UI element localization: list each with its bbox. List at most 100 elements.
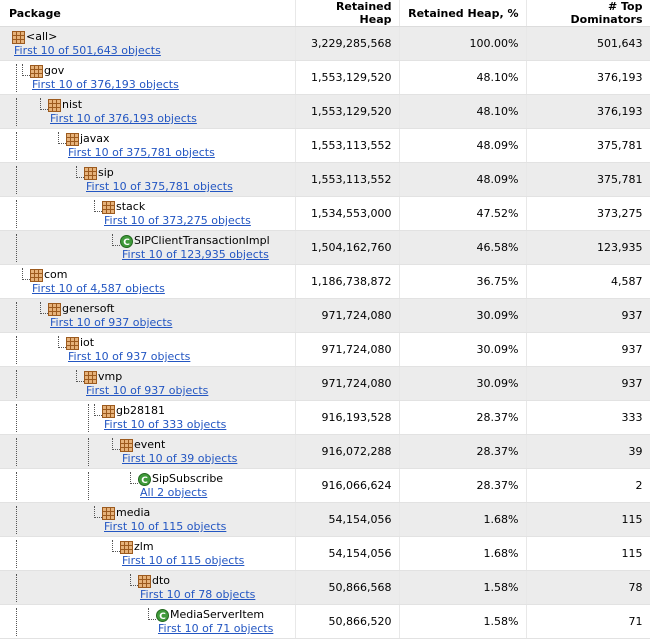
top-dominators-cell: 2	[526, 468, 650, 503]
package-name[interactable]: MediaServerItem	[170, 608, 265, 621]
retained-heap-percent-cell: 1.58%	[399, 570, 527, 605]
table-row[interactable]: <all> First 10 of 501,643 objects 3,229,…	[0, 26, 650, 61]
tree-node: event First 10 of 39 objects	[0, 435, 295, 468]
table-row[interactable]: zlm First 10 of 115 objects 54,154,056 1…	[0, 536, 650, 571]
package-cell: stack First 10 of 373,275 objects	[0, 196, 296, 231]
objects-link[interactable]: First 10 of 115 objects	[104, 520, 227, 533]
objects-link[interactable]: First 10 of 376,193 objects	[50, 112, 197, 125]
class-icon: C	[138, 473, 151, 486]
objects-link[interactable]: First 10 of 39 objects	[122, 452, 238, 465]
table-row[interactable]: sip First 10 of 375,781 objects 1,553,11…	[0, 162, 650, 197]
column-header-top-dominators[interactable]: # Top Dominators	[526, 0, 650, 27]
package-name[interactable]: SIPClientTransactionImpl	[134, 234, 270, 247]
objects-link[interactable]: First 10 of 937 objects	[50, 316, 173, 329]
tree-node: iot First 10 of 937 objects	[0, 333, 295, 366]
package-name[interactable]: dto	[152, 574, 171, 587]
package-name[interactable]: media	[116, 506, 151, 519]
table-row[interactable]: event First 10 of 39 objects 916,072,288…	[0, 434, 650, 469]
package-name[interactable]: com	[44, 268, 68, 281]
package-name[interactable]: SipSubscribe	[152, 472, 224, 485]
top-dominators-cell: 115	[526, 502, 650, 537]
table-row[interactable]: stack First 10 of 373,275 objects 1,534,…	[0, 196, 650, 231]
retained-heap-cell: 1,553,129,520	[295, 60, 400, 95]
tree-node: gov First 10 of 376,193 objects	[0, 61, 295, 94]
tree-connector	[76, 166, 84, 178]
retained-heap-percent-cell: 1.58%	[399, 604, 527, 639]
package-icon	[48, 303, 61, 316]
package-name[interactable]: sip	[98, 166, 114, 179]
table-row[interactable]: gov First 10 of 376,193 objects 1,553,12…	[0, 60, 650, 95]
objects-link[interactable]: First 10 of 375,781 objects	[86, 180, 233, 193]
column-header-package[interactable]: Package	[0, 0, 296, 27]
package-name[interactable]: nist	[62, 98, 83, 111]
retained-heap-cell: 50,866,520	[295, 604, 400, 639]
table-row[interactable]: media First 10 of 115 objects 54,154,056…	[0, 502, 650, 537]
table-body: <all> First 10 of 501,643 objects 3,229,…	[0, 26, 650, 639]
retained-heap-percent-cell: 30.09%	[399, 366, 527, 401]
retained-heap-cell: 971,724,080	[295, 298, 400, 333]
package-name[interactable]: genersoft	[62, 302, 115, 315]
package-name[interactable]: gov	[44, 64, 65, 77]
table-header: Package Retained Heap Retained Heap, % #…	[0, 0, 650, 27]
package-name[interactable]: iot	[80, 336, 95, 349]
table-row[interactable]: com First 10 of 4,587 objects 1,186,738,…	[0, 264, 650, 299]
retained-heap-cell: 916,066,624	[295, 468, 400, 503]
package-cell: genersoft First 10 of 937 objects	[0, 298, 296, 333]
tree-connector	[112, 540, 120, 552]
column-header-retained-heap[interactable]: Retained Heap	[295, 0, 400, 27]
package-cell: C MediaServerItem First 10 of 71 objects	[0, 604, 296, 639]
top-dominators-cell: 333	[526, 400, 650, 435]
objects-link[interactable]: First 10 of 937 objects	[86, 384, 209, 397]
objects-link[interactable]: All 2 objects	[140, 486, 208, 499]
tree-connector	[40, 98, 48, 110]
retained-heap-percent-cell: 28.37%	[399, 468, 527, 503]
package-cell: media First 10 of 115 objects	[0, 502, 296, 537]
objects-link[interactable]: First 10 of 376,193 objects	[32, 78, 179, 91]
objects-link[interactable]: First 10 of 373,275 objects	[104, 214, 251, 227]
tree-guide-line	[16, 234, 17, 262]
table-row[interactable]: C MediaServerItem First 10 of 71 objects…	[0, 604, 650, 639]
table-row[interactable]: C SIPClientTransactionImpl First 10 of 1…	[0, 230, 650, 265]
table-row[interactable]: javax First 10 of 375,781 objects 1,553,…	[0, 128, 650, 163]
tree-node: genersoft First 10 of 937 objects	[0, 299, 295, 332]
table-row[interactable]: gb28181 First 10 of 333 objects 916,193,…	[0, 400, 650, 435]
objects-link[interactable]: First 10 of 375,781 objects	[68, 146, 215, 159]
table-row[interactable]: dto First 10 of 78 objects 50,866,568 1.…	[0, 570, 650, 605]
package-name[interactable]: javax	[80, 132, 110, 145]
column-header-retained-heap-percent[interactable]: Retained Heap, %	[399, 0, 527, 27]
tree-guide-line	[16, 438, 17, 466]
objects-link[interactable]: First 10 of 123,935 objects	[122, 248, 269, 261]
top-dominators-cell: 4,587	[526, 264, 650, 299]
table-row[interactable]: iot First 10 of 937 objects 971,724,080 …	[0, 332, 650, 367]
retained-heap-percent-cell: 28.37%	[399, 400, 527, 435]
package-name[interactable]: stack	[116, 200, 146, 213]
package-name[interactable]: <all>	[26, 30, 58, 43]
objects-link[interactable]: First 10 of 4,587 objects	[32, 282, 165, 295]
objects-link[interactable]: First 10 of 333 objects	[104, 418, 227, 431]
objects-link[interactable]: First 10 of 78 objects	[140, 588, 256, 601]
tree-node: nist First 10 of 376,193 objects	[0, 95, 295, 128]
tree-guide-line	[88, 438, 89, 466]
objects-link[interactable]: First 10 of 115 objects	[122, 554, 245, 567]
package-name[interactable]: vmp	[98, 370, 123, 383]
table-row[interactable]: nist First 10 of 376,193 objects 1,553,1…	[0, 94, 650, 129]
top-dominators-cell: 937	[526, 298, 650, 333]
package-icon	[66, 133, 79, 146]
package-name[interactable]: gb28181	[116, 404, 165, 417]
retained-heap-percent-cell: 30.09%	[399, 298, 527, 333]
objects-link[interactable]: First 10 of 71 objects	[158, 622, 274, 635]
package-name[interactable]: event	[134, 438, 166, 451]
table-row[interactable]: C SipSubscribe All 2 objects 916,066,624…	[0, 468, 650, 503]
table-row[interactable]: vmp First 10 of 937 objects 971,724,080 …	[0, 366, 650, 401]
tree-connector	[130, 472, 138, 484]
retained-heap-cell: 1,186,738,872	[295, 264, 400, 299]
tree-guide-line	[16, 404, 17, 432]
objects-link[interactable]: First 10 of 501,643 objects	[14, 44, 161, 57]
objects-link[interactable]: First 10 of 937 objects	[68, 350, 191, 363]
tree-node: zlm First 10 of 115 objects	[0, 537, 295, 570]
package-name[interactable]: zlm	[134, 540, 154, 553]
tree-guide-line	[16, 472, 17, 500]
retained-heap-cell: 1,504,162,760	[295, 230, 400, 265]
table-row[interactable]: genersoft First 10 of 937 objects 971,72…	[0, 298, 650, 333]
